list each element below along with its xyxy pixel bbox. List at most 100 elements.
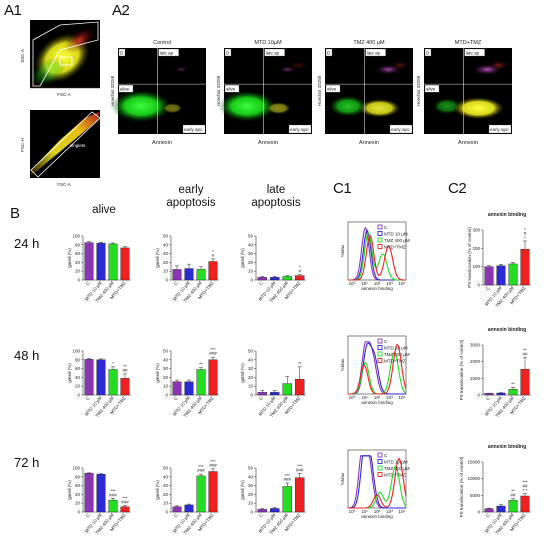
bar-y-tick-label: 80: [75, 357, 81, 362]
a2-alive-label-box: [118, 84, 134, 93]
bar-3: [295, 378, 305, 396]
bar-1: [96, 242, 106, 281]
bar-y-tick-label: 0: [477, 283, 480, 288]
a2-late-label-box: [158, 48, 179, 57]
c1-x-tick-label: 10⁴: [399, 509, 406, 514]
c1-x-tick-label: 10²: [374, 509, 381, 514]
c1-legend-swatch-3: [377, 358, 383, 363]
c1-legend-swatch-2: [377, 465, 383, 471]
c1-legend-label-2: TMZ 400 µM: [384, 352, 410, 357]
bar-y-tick-label: 0: [77, 393, 80, 398]
a2-late-cluster: [174, 66, 189, 73]
c1-legend-swatch-1: [377, 459, 383, 464]
a2-ylabel: Hoechst 33258: [216, 75, 221, 106]
bar-y-tick-label: 0: [477, 393, 480, 398]
a2-early-label: early apo: [184, 127, 203, 132]
a2-alive-label: alive: [120, 87, 130, 92]
bar-category-0: C: [258, 395, 264, 401]
bar-sig-3: **: [123, 364, 127, 369]
bar-sig-2: ***: [198, 464, 204, 469]
bar-y-tick-label: 20: [75, 269, 81, 274]
c1-x-tick-label: 10⁴: [399, 281, 406, 286]
c1-x-tick-label: 10¹: [361, 395, 368, 400]
a2-alive-label: alive: [226, 87, 236, 92]
bar-y-tick-label: 40: [75, 260, 81, 265]
bar-category-0: C: [258, 512, 264, 518]
a1-bottom-gate: [30, 111, 101, 178]
c1-ylabel: %Max: [340, 472, 345, 485]
a2-dead-label-box: [224, 48, 232, 57]
bar-sig-2: ***: [285, 473, 291, 478]
bar-y-tick-label: 80: [75, 242, 81, 247]
bar-y-tick-label: 10000: [467, 476, 480, 481]
bar-y-tick-label: 20: [163, 492, 169, 497]
a2-late-label: late ap: [160, 51, 174, 56]
bar-sig-2: ###: [109, 492, 117, 497]
bar-3: [120, 506, 130, 513]
bar-3: [208, 261, 218, 281]
a2-panel-title: MTD 10µM: [254, 40, 282, 46]
bar-y-tick-label: 10: [248, 501, 254, 506]
bar-y-tick-label: 30: [248, 366, 254, 371]
c1-x-tick-label: 10⁰: [349, 281, 356, 286]
bar-chart-title: annexin binding: [488, 444, 526, 450]
bar-1: [96, 473, 106, 513]
bar-y-tick-label: 40: [248, 357, 254, 362]
c1-legend-swatch-1: [377, 345, 383, 350]
c1-legend-label-3: MTD+TMZ: [384, 245, 406, 250]
c1-legend-swatch-0: [377, 338, 383, 344]
c1-legend-swatch-0: [377, 452, 383, 458]
panel-label-a1: A1: [4, 2, 22, 19]
c1-legend-label-2: TMZ 400 µM: [384, 238, 410, 243]
a2-early-label-box: [389, 124, 413, 134]
panel-label-c2: C2: [448, 180, 467, 197]
bar-y-tick-label: 20: [75, 501, 81, 506]
c1-legend-label-1: MTD 10 µM: [384, 346, 408, 351]
c1-legend-label-3: MTD+TMZ: [384, 359, 406, 364]
a2-alive-label-box: [325, 84, 341, 93]
bar-sig-3: ***: [122, 495, 128, 500]
bar-3: [295, 275, 305, 281]
c1-legend-swatch-1: [377, 231, 383, 236]
a2-panel-1: MTD 10µM D late ap alive early apo Annexin Hoe…: [216, 40, 312, 146]
bar-2: [282, 486, 292, 513]
bar-y-tick-label: 0: [165, 510, 168, 515]
a2-early-cluster: [452, 97, 505, 120]
a2-alive-label-box: [224, 84, 240, 93]
bar-chart-title: annexin binding: [488, 327, 526, 333]
bar-y-tick-label: 20: [248, 375, 254, 380]
bar-y-tick-label: 1000: [470, 376, 481, 381]
column-title-late: late apoptosis: [251, 184, 301, 209]
a2-early-label: early apo: [490, 127, 509, 132]
bar-y-tick-label: 20: [248, 260, 254, 265]
a2-panel-2: TMZ 400 µM D late ap alive early apo Annexin H…: [317, 40, 413, 146]
bar-y-tick-label: 40: [75, 492, 81, 497]
c1-curve-3: [348, 234, 406, 281]
a2-early-label-box: [488, 124, 512, 134]
c1-x-tick-label: 10⁴: [399, 395, 406, 400]
bar-sig-3: ##: [122, 368, 128, 373]
a2-ylabel: Hoechst 33258: [110, 75, 115, 106]
bar-2: [108, 243, 118, 281]
a2-ylabel: Hoechst 33258: [317, 75, 322, 106]
bar-1: [496, 265, 506, 286]
bar-y-tick-label: 60: [75, 483, 81, 488]
a2-dead-label-box: [424, 48, 432, 57]
bar-0: [484, 266, 494, 286]
bar-y-tick-label: 40: [75, 375, 81, 380]
panel-label-b: B: [10, 205, 20, 222]
bar-y-tick-label: 20: [75, 384, 81, 389]
bar-3: [208, 359, 218, 396]
bar-y-tick-label: 40: [248, 242, 254, 247]
bar-sig-3: ###: [209, 351, 217, 356]
bar-2: [108, 369, 118, 396]
bar-0: [84, 473, 94, 513]
c1-curve-1: [348, 342, 406, 395]
bar-0: [484, 508, 494, 513]
a2-early-cluster: [358, 98, 401, 118]
bar-1: [184, 381, 194, 396]
